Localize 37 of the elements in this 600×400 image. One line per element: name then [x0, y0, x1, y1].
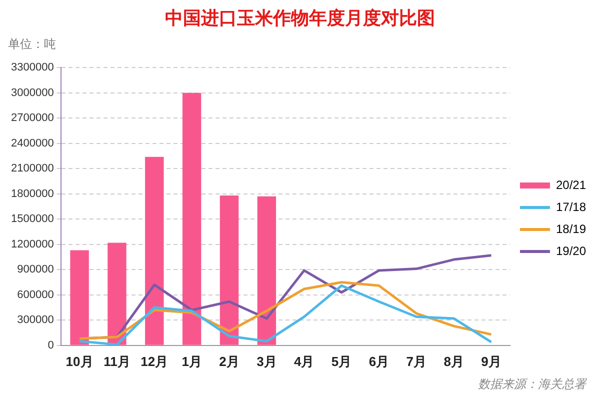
- bar: [182, 92, 202, 345]
- y-tick-label: 1200000: [10, 238, 54, 250]
- x-tick-label: 6月: [368, 354, 390, 369]
- y-tick-label: 3000000: [10, 86, 54, 99]
- y-tick-label: 1500000: [10, 213, 54, 226]
- x-tick-label: 2月: [219, 354, 240, 369]
- y-tick-label: 3300000: [10, 62, 54, 74]
- x-tick-label: 3月: [256, 354, 277, 369]
- bar: [257, 196, 276, 345]
- y-tick-label: 2100000: [10, 162, 54, 175]
- y-tick-label: 600000: [17, 288, 54, 301]
- y-tick-label: 1800000: [10, 188, 54, 200]
- x-tick-label: 8月: [444, 354, 464, 369]
- y-tick-label: 2400000: [10, 137, 54, 150]
- x-tick-label: 7月: [406, 354, 427, 369]
- bar: [145, 156, 164, 345]
- x-tick-label: 4月: [294, 354, 314, 369]
- y-tick-label: 900000: [17, 264, 54, 276]
- x-tick-label: 12月: [140, 354, 168, 369]
- legend-label: 18/19: [556, 222, 586, 236]
- bar: [108, 242, 126, 345]
- x-tick-label: 5月: [331, 354, 352, 369]
- bar: [70, 250, 89, 345]
- legend-label: 19/20: [556, 244, 586, 258]
- x-tick-label: 1月: [182, 354, 202, 369]
- chart-title: 中国进口玉米作物年度月度对比图: [164, 7, 436, 30]
- y-axis-title: 单位：吨: [8, 36, 56, 53]
- y-tick-label: 300000: [17, 314, 54, 326]
- x-tick-label: 10月: [66, 354, 94, 369]
- y-tick-label: 0: [48, 339, 54, 352]
- legend-label: 17/18: [556, 200, 586, 214]
- source-note: 数据来源：海关总署: [478, 376, 586, 393]
- y-tick-label: 2700000: [10, 112, 54, 124]
- x-tick-label: 11月: [104, 354, 130, 369]
- legend-label: 20/21: [556, 178, 586, 192]
- x-tick-label: 9月: [481, 354, 502, 369]
- bar: [220, 196, 239, 345]
